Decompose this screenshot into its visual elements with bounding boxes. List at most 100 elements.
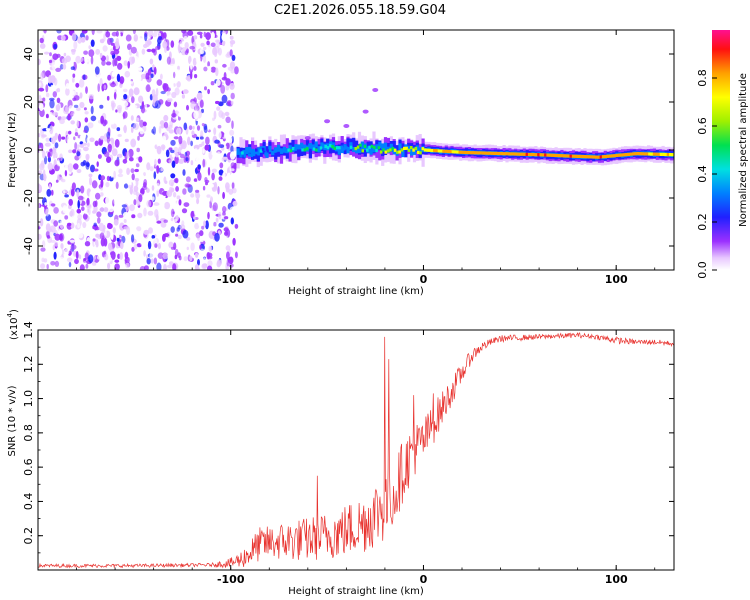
noise-speckle (39, 218, 44, 227)
ridge-core-cell (329, 143, 332, 148)
noise-speckle (138, 156, 143, 163)
noise-speckle (178, 146, 182, 154)
noise-speckle (68, 261, 72, 268)
ridge-core-cell (507, 152, 510, 156)
noise-speckle (156, 165, 160, 174)
noise-speckle (207, 122, 210, 131)
noise-speckle (225, 142, 230, 149)
y-tick-label: 0.6 (22, 458, 35, 476)
ridge-halo-cell (395, 145, 399, 154)
snr-plot-area (38, 330, 674, 570)
colorbar-tick-label: 0.8 (696, 69, 709, 87)
ridge-core-cell (347, 147, 351, 151)
noise-speckle (40, 263, 46, 269)
noise-speckle (179, 224, 186, 230)
noise-speckle (172, 200, 177, 207)
noise-speckle (229, 151, 236, 160)
ridge-core-cell (553, 153, 556, 157)
ridge-core-cell (497, 151, 501, 156)
noise-speckle (170, 149, 175, 154)
noise-speckle (205, 136, 210, 145)
ridge-core-cell (345, 146, 348, 150)
noise-speckle (143, 151, 148, 160)
noise-speckle (206, 194, 211, 198)
noise-speckle (213, 221, 217, 227)
ridge-core-cell (250, 153, 253, 157)
noise-speckle (48, 59, 53, 64)
noise-speckle (190, 71, 193, 80)
ridge-core-cell (666, 153, 670, 157)
noise-speckle (147, 210, 154, 216)
ridge-halo-cell (268, 145, 272, 152)
ridge-halo-cell (308, 146, 312, 159)
noise-speckle (114, 139, 120, 148)
ridge-core-cell (423, 148, 427, 152)
ridge-core-cell (440, 149, 443, 153)
noise-speckle (119, 114, 124, 122)
noise-speckle (71, 32, 77, 42)
noise-speckle (214, 139, 220, 144)
noise-speckle (194, 222, 200, 230)
noise-speckle (96, 161, 99, 168)
ridge-core-cell (484, 151, 487, 155)
svg-text:(x104): (x104) (6, 309, 20, 340)
ridge-core-cell (521, 152, 524, 156)
noise-speckle (49, 99, 55, 109)
noise-speckle (59, 220, 65, 230)
colorbar-ticks: 0.0 0.2 0.4 0.6 0.8 (696, 69, 717, 279)
ridge-core-cell (527, 152, 531, 157)
ridge-core-cell (504, 152, 508, 156)
noise-speckle (79, 264, 85, 270)
ridge-core-cell (634, 152, 637, 156)
ridge-core-cell (241, 151, 244, 155)
noise-speckle (195, 56, 201, 64)
ridge-core-cell (576, 154, 580, 158)
noise-speckle (88, 173, 93, 178)
noise-speckle (64, 170, 68, 177)
noise-speckle (114, 263, 120, 270)
noise-speckle (207, 211, 210, 220)
noise-speckle (137, 200, 141, 205)
spectrogram-y-ticks: -40 -20 0 20 40 (22, 29, 674, 271)
ridge-core-cell (599, 155, 603, 159)
noise-speckle (119, 76, 125, 84)
noise-speckle (87, 142, 90, 148)
noise-speckle (185, 83, 191, 91)
noise-speckle (151, 235, 156, 239)
noise-speckle (59, 235, 63, 241)
x-tick-label: -100 (217, 573, 245, 586)
noise-speckle (183, 202, 190, 208)
noise-speckle (212, 195, 218, 204)
noise-speckle (222, 211, 226, 217)
ridge-core-cell (377, 146, 381, 150)
noise-speckle (79, 92, 83, 99)
noise-speckle (162, 191, 168, 196)
noise-speckle (201, 108, 204, 113)
noise-speckle (83, 129, 88, 133)
ridge-core-cell (463, 150, 466, 154)
noise-speckle (196, 31, 203, 35)
noise-speckle (80, 56, 83, 63)
noise-speckle (100, 115, 105, 124)
noise-speckle (131, 246, 135, 252)
noise-speckle (156, 139, 162, 148)
noise-speckle (234, 251, 238, 259)
noise-speckle (156, 145, 162, 155)
noise-speckle (180, 153, 185, 159)
noise-speckle (56, 87, 61, 93)
noise-speckle (67, 222, 72, 227)
noise-speckle (158, 32, 162, 37)
noise-speckle (231, 181, 235, 190)
noise-speckle (124, 70, 131, 78)
ridge-core-cell (352, 148, 355, 152)
ridge-halo-cell (253, 150, 258, 159)
noise-speckle (153, 257, 158, 265)
ridge-core-cell (435, 149, 438, 153)
ridge-halo-cell (357, 148, 362, 153)
noise-speckle (42, 97, 46, 102)
noise-speckle (51, 135, 56, 145)
y-tick-label: 20 (22, 95, 35, 109)
noise-speckle (192, 125, 195, 130)
noise-speckle (70, 66, 76, 70)
noise-speckle (116, 73, 121, 82)
